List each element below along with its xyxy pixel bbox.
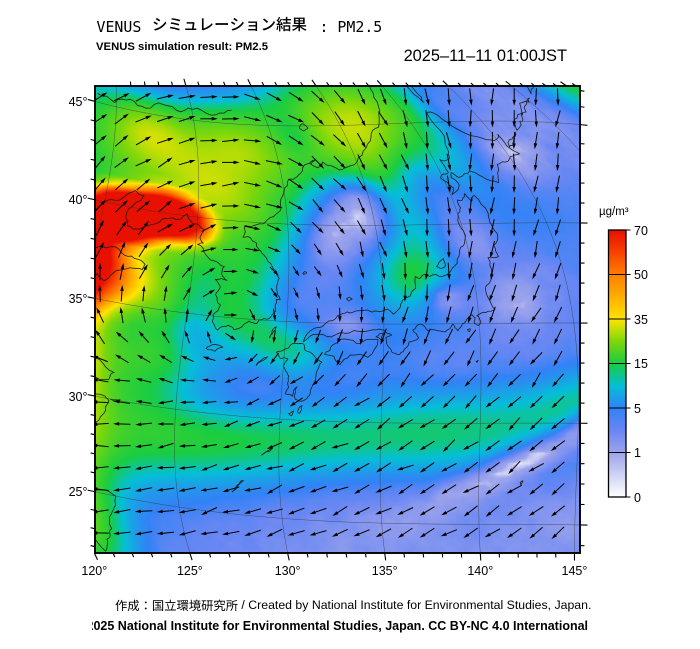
page-subtitle: VENUS simulation result: PM2.5 [96,40,269,53]
colorbar-label-15: 15 [634,357,648,371]
colorbar-label-35: 35 [634,312,648,327]
colorbar-label-5: 5 [634,401,641,416]
page-title: VENUS : PM2.5 [0,0,700,36]
lon-label-140: 140° [467,563,494,578]
lon-label-130: 130° [274,563,301,578]
page-title-run-cjk [153,16,307,32]
colorbar-label-1: 1 [634,446,641,460]
timestamp: 2025–11–11 01:00JST [403,47,567,65]
lat-label-30: 30° [68,389,88,404]
lat-label-40: 40° [68,193,88,208]
lon-label-125: 125° [176,563,203,578]
lon-label-145: 145° [561,563,588,578]
colorbar-label-0: 0 [634,490,641,505]
lat-label-25: 25° [68,485,88,500]
lat-label-45: 45° [68,94,88,109]
copyright-text: ©2025 National Institute for Environment… [91,619,589,633]
colorbar-unit: µg/m³ [599,206,629,218]
lat-label-35: 35° [68,291,88,306]
lon-label-135: 135° [371,563,398,578]
page-title-run-ascii: VENUS [96,18,151,36]
lon-label-120: 120° [81,563,108,578]
colorbar-label-70: 70 [634,223,648,238]
copyright-line: ©2025 National Institute for Environment… [92,619,632,636]
page-title-run-ascii: : PM2.5 [319,18,383,36]
colorbar-label-50: 50 [634,268,648,282]
